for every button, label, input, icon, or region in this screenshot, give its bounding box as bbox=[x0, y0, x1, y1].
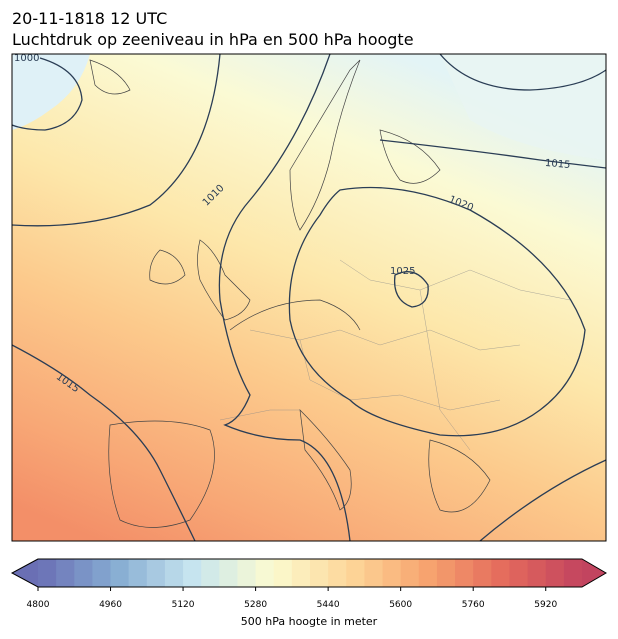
colorbar-bin bbox=[255, 559, 275, 587]
colorbar-bin bbox=[545, 559, 565, 587]
map: 1000 1010 1015 1020 1025 1015 bbox=[12, 53, 606, 541]
colorbar-bin bbox=[183, 559, 202, 587]
chart-title: Luchtdruk op zeeniveau in hPa en 500 hPa… bbox=[12, 30, 414, 49]
colorbar-tick-label: 5120 bbox=[172, 600, 195, 610]
isobar-label: 1015 bbox=[545, 158, 571, 171]
colorbar-bin bbox=[491, 559, 510, 587]
isobars bbox=[12, 54, 606, 541]
colorbar-label: 500 hPa hoogte in meter bbox=[241, 615, 378, 628]
colorbar: 4800 4960 5120 5280 5440 5600 5760 5920 bbox=[10, 558, 607, 610]
isobar-label: 1000 bbox=[14, 53, 39, 64]
colorbar-bin bbox=[473, 559, 492, 587]
isobar-label: 1025 bbox=[390, 266, 415, 277]
colorbar-extend-low bbox=[12, 559, 38, 587]
colorbar-bin bbox=[237, 559, 257, 587]
colorbar-bin bbox=[563, 559, 583, 587]
colorbar-tick-label: 5760 bbox=[462, 600, 485, 610]
colorbar-bin bbox=[310, 559, 329, 587]
colorbar-bin bbox=[219, 559, 238, 587]
colorbar-bin bbox=[38, 559, 57, 587]
colorbar-bin bbox=[74, 559, 93, 587]
colorbar-tick-label: 5440 bbox=[317, 600, 340, 610]
colorbar-tick-label: 4960 bbox=[99, 600, 122, 610]
date-title: 20-11-1818 12 UTC bbox=[12, 9, 167, 28]
colorbar-bin bbox=[364, 559, 384, 587]
colorbar-bin bbox=[455, 559, 474, 587]
borders bbox=[219, 259, 571, 451]
colorbar-tick-label: 4800 bbox=[27, 600, 50, 610]
colorbar-bin bbox=[400, 559, 420, 587]
colorbar-bin bbox=[92, 559, 112, 587]
colorbar-bin bbox=[418, 559, 438, 587]
colorbar-bin bbox=[110, 559, 130, 587]
colorbar-tick-label: 5600 bbox=[389, 600, 412, 610]
colorbar-bin bbox=[291, 559, 311, 587]
colorbar-bin bbox=[509, 559, 529, 587]
colorbar-frame bbox=[10, 558, 607, 588]
colorbar-bin bbox=[273, 559, 293, 587]
colorbar-bin bbox=[346, 559, 365, 587]
colorbar-bin bbox=[128, 559, 148, 587]
colorbar-bin bbox=[328, 559, 347, 587]
colorbar-tick-label: 5280 bbox=[244, 600, 267, 610]
colorbar-extend-high bbox=[582, 559, 606, 587]
colorbar-bin bbox=[201, 559, 220, 587]
colorbar-bin bbox=[436, 559, 456, 587]
colorbar-bin bbox=[382, 559, 402, 587]
colorbar-bin bbox=[146, 559, 166, 587]
cool-region bbox=[440, 54, 606, 160]
low-region bbox=[12, 54, 90, 130]
colorbar-bin bbox=[56, 559, 75, 587]
colorbar-bin bbox=[527, 559, 547, 587]
map-frame bbox=[11, 53, 607, 542]
colorbar-tick-label: 5920 bbox=[534, 600, 557, 610]
colorbar-bin bbox=[164, 559, 184, 587]
